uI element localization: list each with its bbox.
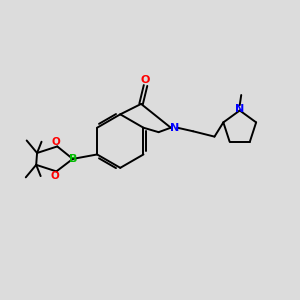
Text: N: N <box>235 104 244 114</box>
Text: O: O <box>141 75 150 85</box>
Text: O: O <box>51 171 60 181</box>
Text: O: O <box>52 137 61 147</box>
Text: B: B <box>69 154 77 164</box>
Text: N: N <box>170 123 179 133</box>
